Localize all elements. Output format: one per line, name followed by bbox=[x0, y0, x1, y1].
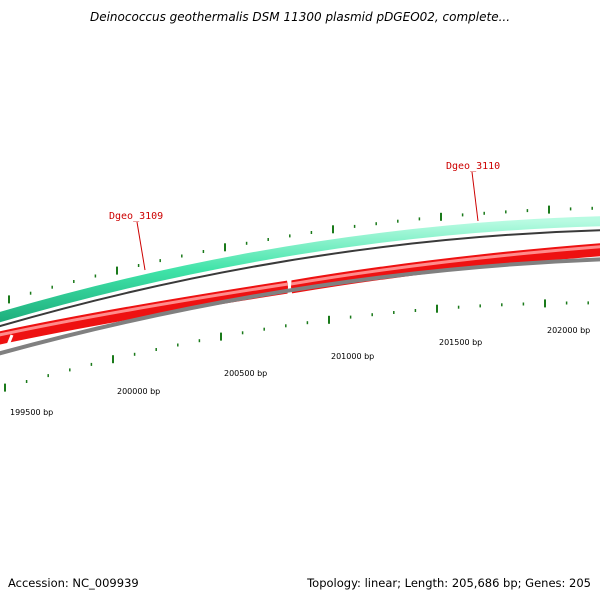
reverse-gene-segment-2[interactable] bbox=[289, 243, 600, 294]
genome-summary: Topology: linear; Length: 205,686 bp; Ge… bbox=[307, 576, 591, 590]
reverse-gene-segment-2-highlight bbox=[290, 245, 600, 286]
forward-track-outline bbox=[0, 229, 600, 328]
ruler-label: 199500 bp bbox=[10, 408, 53, 417]
gene-label-leader-2 bbox=[471, 171, 479, 222]
ruler-label: 200000 bp bbox=[117, 387, 160, 396]
reverse-gene-segment-1[interactable] bbox=[0, 280, 289, 345]
gene-gap-1 bbox=[6, 334, 14, 346]
upper-tick-row bbox=[8, 205, 593, 304]
lower-tick-row bbox=[4, 299, 589, 392]
map-title: Deinococcus geothermalis DSM 11300 plasm… bbox=[89, 10, 511, 24]
genome-backbone bbox=[0, 257, 600, 356]
gene-label-leader-1 bbox=[136, 221, 146, 271]
gene-label-dgeo-3109[interactable]: Dgeo_3109 bbox=[109, 211, 163, 222]
ruler-label: 202000 bp bbox=[547, 326, 590, 335]
reverse-gene-segment-1-highlight bbox=[0, 282, 289, 337]
gene-label-dgeo-3110[interactable]: Dgeo_3110 bbox=[446, 161, 500, 172]
ruler-label: 201500 bp bbox=[439, 338, 482, 347]
ruler-label: 201000 bp bbox=[331, 352, 374, 361]
ruler-label: 200500 bp bbox=[224, 369, 267, 378]
accession-label: Accession: NC_009939 bbox=[8, 576, 139, 590]
forward-gene-track[interactable] bbox=[0, 216, 600, 323]
